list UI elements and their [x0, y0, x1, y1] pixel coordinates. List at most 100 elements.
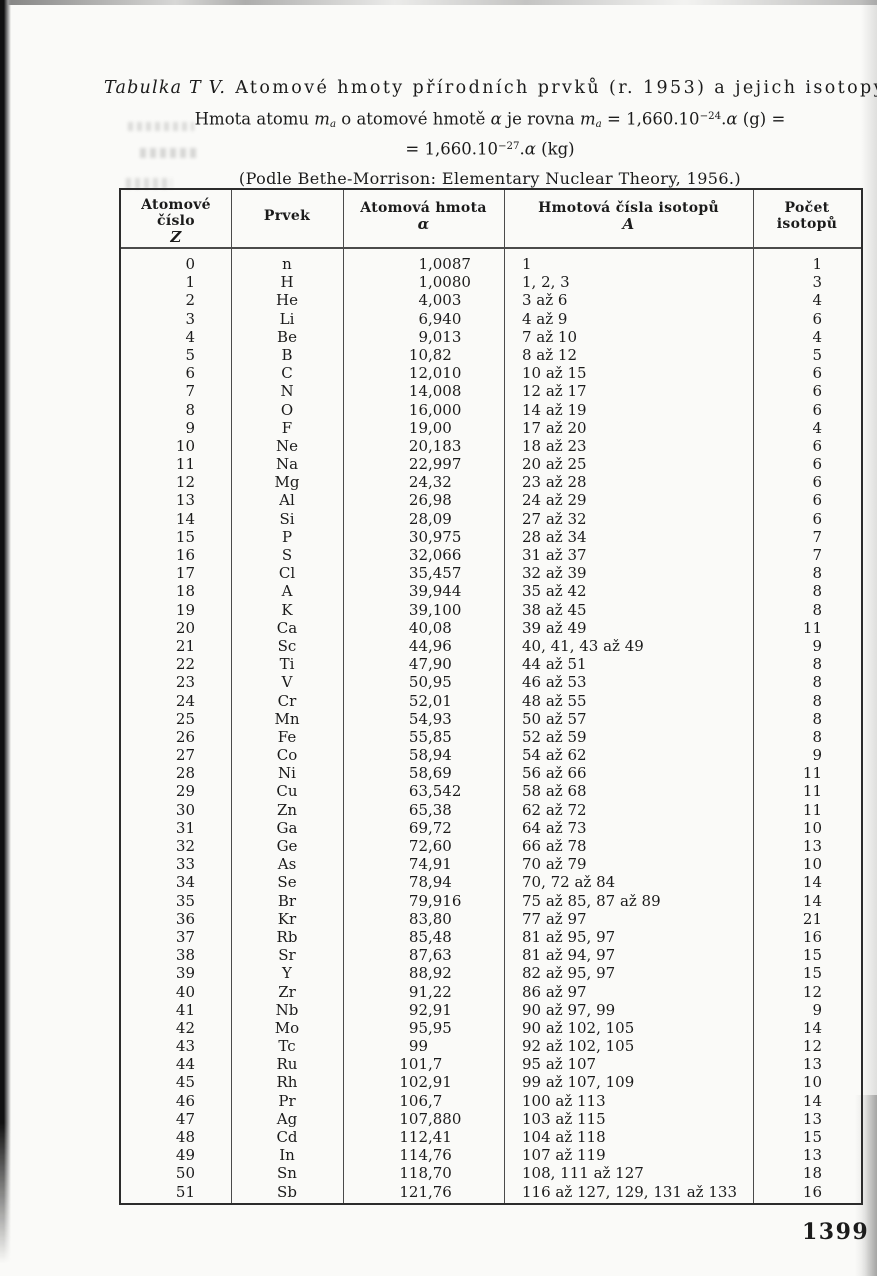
atomic-mass-fraction-part: ,008: [428, 382, 462, 401]
element-symbol-cell: O: [280, 400, 294, 419]
atomic-number-cell: 39: [175, 964, 195, 983]
isotope-count-cell: 12: [802, 1037, 822, 1056]
atomic-mass-cell: 78,94: [343, 873, 504, 891]
atomic-mass-cell: 121,76: [343, 1183, 504, 1201]
isotope-count-cell: 15: [802, 964, 822, 983]
isotope-count-cell: 6: [812, 509, 822, 528]
atomic-mass-integer-part: 28: [408, 509, 428, 528]
table-row: 15 P 30,975 28 až 34 7: [121, 528, 861, 546]
atomic-mass-fraction-part: ,76: [428, 1182, 452, 1201]
atomic-mass-fraction-part: ,95: [428, 1018, 452, 1037]
atomic-mass-cell: 106,7: [343, 1092, 504, 1110]
table-row: 44 Ru 101,7 95 až 107 13: [121, 1055, 861, 1073]
atomic-mass-fraction-part: ,0080: [428, 273, 471, 292]
element-symbol-cell: Y: [282, 964, 292, 983]
table-row: 0 n 1,0087 1 1: [121, 255, 861, 273]
table-row: 20 Ca 40,08 39 až 49 11: [121, 619, 861, 637]
isotope-count-cell: 6: [812, 382, 822, 401]
isotope-count-cell: 9: [812, 636, 822, 655]
isotope-mass-numbers-cell: 32 až 39: [522, 564, 587, 583]
header-label-line: Počet: [784, 200, 830, 216]
element-symbol-cell: Ti: [279, 655, 295, 674]
atomic-mass-cell: 52,01: [343, 692, 504, 710]
isotope-mass-numbers-cell: 31 až 37: [522, 546, 587, 564]
table-row: 48 Cd 112,41 104 až 118 15: [121, 1128, 861, 1146]
atomic-mass-cell: 88,92: [343, 964, 504, 982]
atomic-mass-fraction-part: ,01: [428, 691, 452, 710]
atomic-mass-integer-part: 78: [408, 873, 428, 892]
element-symbol-cell: Ga: [276, 818, 298, 837]
isotope-count-cell: 4: [812, 418, 822, 437]
atomic-mass-cell: 50,95: [343, 673, 504, 691]
element-symbol-cell: Sc: [277, 636, 297, 655]
isotope-mass-numbers-cell: 92 až 102, 105: [522, 1037, 635, 1056]
atomic-mass-integer-part: 121: [399, 1182, 428, 1201]
header-label-line: číslo: [157, 213, 195, 229]
atomic-mass-integer-part: 87: [408, 946, 428, 965]
isotope-mass-numbers-cell: 38 až 45: [522, 600, 587, 619]
atomic-mass-integer-part: 63: [408, 782, 428, 801]
isotope-mass-numbers-cell: 14 až 19: [522, 400, 587, 419]
atomic-number-cell: 47: [175, 1109, 195, 1128]
isotope-mass-numbers-cell: 44 až 51: [522, 655, 587, 674]
atomic-mass-fraction-part: ,38: [428, 800, 452, 819]
atomic-mass-cell: 39,100: [343, 601, 504, 619]
table-row: 43 Tc 99 92 až 102, 105 12: [121, 1037, 861, 1055]
atomic-mass-cell: 24,32: [343, 473, 504, 491]
isotope-count-cell: 7: [812, 546, 822, 564]
atomic-number-cell: 21: [175, 636, 195, 655]
atomic-mass-integer-part: 4: [418, 291, 428, 310]
formula-fragment: (kg): [535, 139, 575, 159]
atomic-mass-cell: 91,22: [343, 983, 504, 1001]
table-row: 10 Ne 20,183 18 až 23 6: [121, 437, 861, 455]
isotope-mass-numbers-cell: 35 až 42: [522, 582, 587, 601]
atomic-number-cell: 26: [175, 727, 195, 746]
atomic-mass-cell: 72,60: [343, 837, 504, 855]
isotope-mass-numbers-cell: 108, 111 až 127: [522, 1164, 644, 1183]
element-symbol-cell: Ne: [275, 436, 298, 455]
column-divider: [231, 190, 232, 1203]
isotope-mass-numbers-cell: 103 až 115: [522, 1109, 606, 1128]
table-title-text: Atomové hmoty přírodních prvků (r. 1953)…: [235, 78, 877, 98]
atomic-number-cell: 32: [175, 837, 195, 855]
atomic-mass-fraction-part: ,48: [428, 927, 452, 946]
isotope-mass-numbers-cell: 64 až 73: [522, 818, 587, 837]
isotope-mass-numbers-cell: 70, 72 až 84: [522, 873, 616, 892]
atomic-number-cell: 34: [175, 873, 195, 892]
atomic-number-cell: 5: [185, 345, 195, 364]
formula-fragment: .: [519, 139, 525, 159]
atomic-mass-fraction-part: ,60: [428, 837, 452, 855]
element-symbol-cell: Sb: [277, 1182, 297, 1201]
isotope-count-cell: 4: [812, 327, 822, 346]
atomic-mass-fraction-part: ,72: [428, 818, 452, 837]
column-divider: [504, 190, 505, 1203]
table-row: 21 Sc 44,96 40, 41, 43 až 49 9: [121, 637, 861, 655]
atomic-mass-integer-part: 74: [408, 855, 428, 874]
atomic-mass-integer-part: 54: [408, 709, 428, 728]
atomic-number-cell: 24: [175, 691, 195, 710]
element-symbol-cell: A: [281, 582, 293, 601]
element-symbol-cell: Ge: [276, 837, 298, 855]
isotope-count-cell: 13: [802, 1109, 822, 1128]
table-row: 29 Cu 63,542 58 až 68 11: [121, 782, 861, 800]
atomic-number-cell: 2: [185, 291, 195, 310]
atomic-mass-integer-part: 107: [399, 1109, 428, 1128]
atomic-number-cell: 28: [175, 764, 195, 783]
isotope-count-cell: 12: [802, 982, 822, 1001]
element-symbol-cell: Cu: [276, 782, 298, 801]
atomic-mass-fraction-part: ,70: [428, 1164, 452, 1183]
atomic-mass-cell: 102,91: [343, 1073, 504, 1091]
atomic-number-cell: 23: [175, 673, 195, 692]
atomic-mass-cell: 47,90: [343, 655, 504, 673]
formula-fragment: −27: [497, 141, 520, 153]
atomic-mass-cell: 10,82: [343, 346, 504, 364]
atomic-number-cell: 3: [185, 309, 195, 328]
element-symbol-cell: Al: [279, 491, 295, 510]
isotope-mass-numbers-cell: 104 až 118: [522, 1128, 606, 1146]
atomic-mass-integer-part: 14: [408, 382, 428, 401]
table-row: 12 Mg 24,32 23 až 28 6: [121, 473, 861, 491]
isotope-count-cell: 10: [802, 1073, 822, 1092]
atomic-number-cell: 50: [175, 1164, 195, 1183]
isotope-count-cell: 11: [802, 618, 822, 637]
